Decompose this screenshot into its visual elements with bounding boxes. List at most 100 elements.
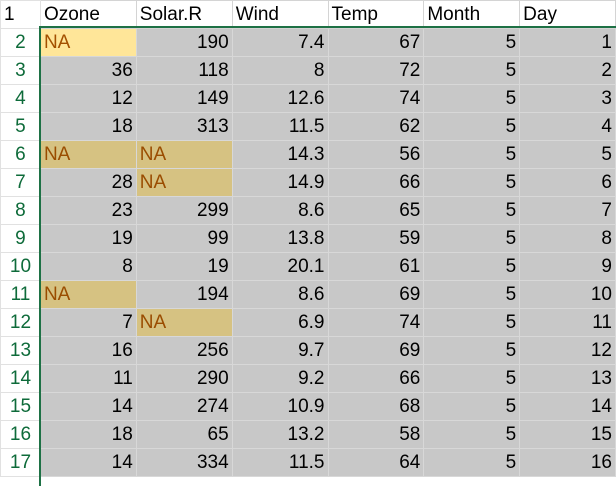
table-cell[interactable]: 5 — [423, 364, 521, 393]
column-header-day[interactable]: Day — [519, 0, 616, 29]
row-number[interactable]: 2 — [0, 28, 41, 57]
table-cell[interactable]: 67 — [327, 28, 425, 57]
table-cell[interactable]: 10 — [519, 280, 616, 309]
table-cell[interactable]: NA — [39, 280, 137, 309]
table-cell[interactable]: 8.6 — [231, 196, 329, 225]
table-cell[interactable]: 8.6 — [231, 280, 329, 309]
column-header-wind[interactable]: Wind — [231, 0, 329, 29]
table-cell[interactable]: 14.3 — [231, 140, 329, 169]
table-cell[interactable]: 5 — [423, 392, 521, 421]
table-cell[interactable]: 5 — [423, 336, 521, 365]
row-number[interactable]: 13 — [0, 336, 41, 365]
table-cell[interactable]: 62 — [327, 112, 425, 141]
row-number[interactable]: 3 — [0, 56, 41, 85]
table-cell[interactable]: 290 — [135, 364, 233, 393]
table-cell[interactable]: NA — [135, 308, 233, 337]
table-cell[interactable]: 8 — [519, 224, 616, 253]
table-cell[interactable]: 69 — [327, 336, 425, 365]
table-cell[interactable]: 19 — [135, 252, 233, 281]
table-cell[interactable]: 18 — [39, 112, 137, 141]
table-cell[interactable]: 5 — [423, 280, 521, 309]
table-cell[interactable]: 16 — [519, 448, 616, 477]
active-cell[interactable]: NA — [39, 28, 137, 57]
row-number[interactable]: 1 — [0, 0, 41, 29]
table-cell[interactable]: 9.2 — [231, 364, 329, 393]
table-cell[interactable]: 5 — [423, 448, 521, 477]
table-cell[interactable]: 1 — [519, 28, 616, 57]
table-cell[interactable]: 7 — [39, 308, 137, 337]
table-cell[interactable]: 5 — [423, 84, 521, 113]
table-cell[interactable]: NA — [135, 140, 233, 169]
row-number[interactable]: 6 — [0, 140, 41, 169]
column-header-solar-r[interactable]: Solar.R — [135, 0, 233, 29]
row-number[interactable]: 14 — [0, 364, 41, 393]
column-header-ozone[interactable]: Ozone — [39, 0, 137, 29]
table-cell[interactable]: 36 — [39, 56, 137, 85]
table-cell[interactable]: 58 — [327, 420, 425, 449]
table-cell[interactable]: NA — [39, 140, 137, 169]
table-cell[interactable]: 4 — [519, 112, 616, 141]
table-cell[interactable]: 11.5 — [231, 112, 329, 141]
table-cell[interactable]: 8 — [231, 56, 329, 85]
table-cell[interactable]: 5 — [423, 420, 521, 449]
table-cell[interactable]: 11 — [39, 364, 137, 393]
table-cell[interactable]: 149 — [135, 84, 233, 113]
row-number[interactable]: 8 — [0, 196, 41, 225]
table-cell[interactable]: 5 — [423, 168, 521, 197]
table-cell[interactable]: 12 — [39, 84, 137, 113]
column-header-month[interactable]: Month — [423, 0, 521, 29]
table-cell[interactable]: 5 — [423, 112, 521, 141]
table-cell[interactable]: 194 — [135, 280, 233, 309]
table-cell[interactable]: 68 — [327, 392, 425, 421]
table-cell[interactable]: 12.6 — [231, 84, 329, 113]
row-number[interactable]: 9 — [0, 224, 41, 253]
table-cell[interactable]: 14 — [519, 392, 616, 421]
table-cell[interactable]: 6.9 — [231, 308, 329, 337]
table-cell[interactable]: 64 — [327, 448, 425, 477]
table-cell[interactable]: 313 — [135, 112, 233, 141]
row-number[interactable]: 10 — [0, 252, 41, 281]
table-cell[interactable]: 5 — [423, 196, 521, 225]
column-header-temp[interactable]: Temp — [327, 0, 425, 29]
table-cell[interactable]: 190 — [135, 28, 233, 57]
table-cell[interactable]: 12 — [519, 336, 616, 365]
table-cell[interactable]: 13.8 — [231, 224, 329, 253]
table-cell[interactable]: 74 — [327, 308, 425, 337]
table-cell[interactable]: 65 — [135, 420, 233, 449]
row-number[interactable]: 15 — [0, 392, 41, 421]
row-number[interactable]: 16 — [0, 420, 41, 449]
table-cell[interactable]: 9 — [519, 252, 616, 281]
table-cell[interactable]: 299 — [135, 196, 233, 225]
table-cell[interactable]: 69 — [327, 280, 425, 309]
table-cell[interactable]: 11 — [519, 308, 616, 337]
table-cell[interactable]: 20.1 — [231, 252, 329, 281]
table-cell[interactable]: 5 — [423, 56, 521, 85]
row-number[interactable]: 11 — [0, 280, 41, 309]
table-cell[interactable]: 6 — [519, 168, 616, 197]
row-number[interactable]: 12 — [0, 308, 41, 337]
table-cell[interactable]: 14 — [39, 392, 137, 421]
table-cell[interactable]: 7.4 — [231, 28, 329, 57]
table-cell[interactable]: 19 — [39, 224, 137, 253]
table-cell[interactable]: 13.2 — [231, 420, 329, 449]
table-cell[interactable]: 74 — [327, 84, 425, 113]
table-cell[interactable]: 334 — [135, 448, 233, 477]
table-cell[interactable]: 118 — [135, 56, 233, 85]
table-cell[interactable]: 10.9 — [231, 392, 329, 421]
table-cell[interactable]: 15 — [519, 420, 616, 449]
table-cell[interactable]: 14 — [39, 448, 137, 477]
table-cell[interactable]: 7 — [519, 196, 616, 225]
table-cell[interactable]: NA — [135, 168, 233, 197]
table-cell[interactable]: 256 — [135, 336, 233, 365]
table-cell[interactable]: 18 — [39, 420, 137, 449]
table-cell[interactable]: 28 — [39, 168, 137, 197]
table-cell[interactable]: 23 — [39, 196, 137, 225]
table-cell[interactable]: 56 — [327, 140, 425, 169]
row-number[interactable]: 5 — [0, 112, 41, 141]
table-cell[interactable]: 5 — [423, 140, 521, 169]
table-cell[interactable]: 5 — [423, 308, 521, 337]
table-cell[interactable]: 5 — [423, 28, 521, 57]
row-number[interactable]: 17 — [0, 448, 41, 477]
table-cell[interactable]: 9.7 — [231, 336, 329, 365]
